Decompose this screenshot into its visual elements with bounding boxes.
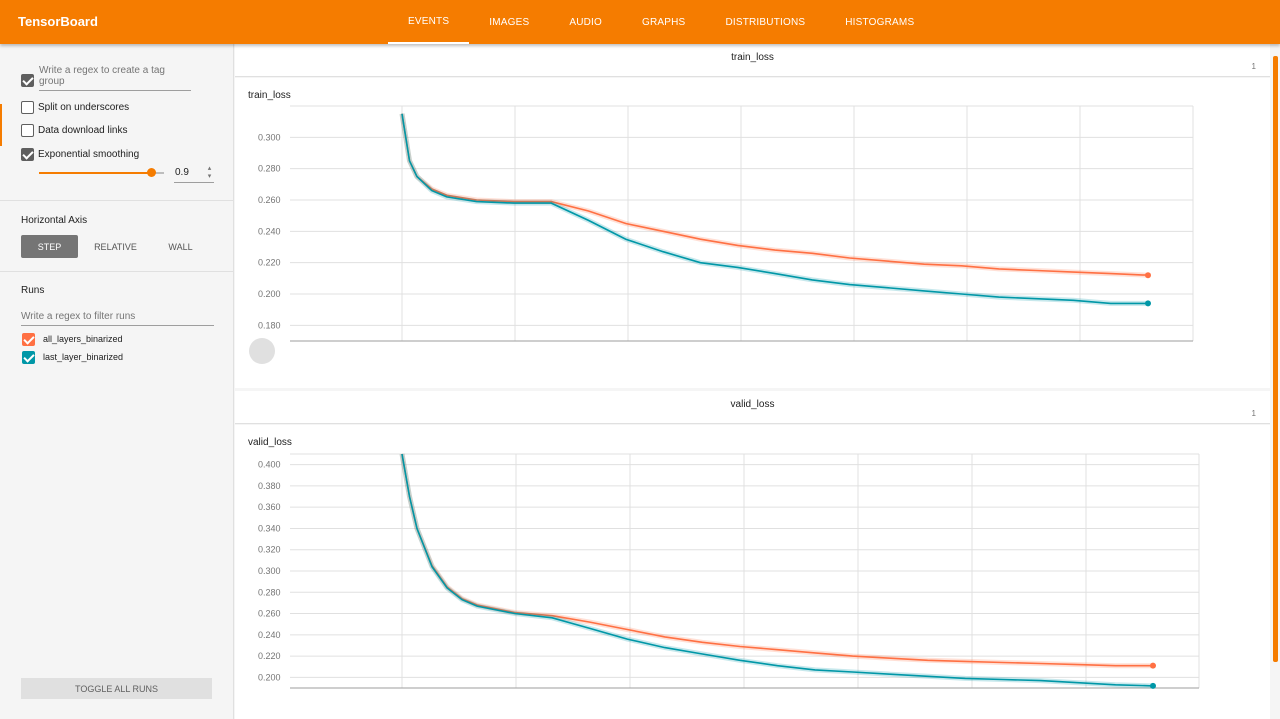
run-label-all-layers: all_layers_binarized [43, 334, 123, 344]
y-tick-label: 0.360 [258, 502, 281, 512]
chart-card-train-loss: train_loss 0.300 0.280 0.260 0.240 0.220 0.20… [235, 78, 1270, 388]
tab-bar: EVENTS IMAGES AUDIO GRAPHS DISTRIBUTIONS… [388, 0, 934, 44]
smoothing-slider-track[interactable] [39, 172, 152, 174]
runs-filter-input[interactable]: Write a regex to filter runs [21, 311, 214, 326]
tag-group-input[interactable]: Write a regex to create a tag group [39, 65, 191, 91]
divider [0, 271, 234, 272]
tab-images[interactable]: IMAGES [489, 16, 530, 28]
y-tick-label: 0.240 [258, 630, 281, 640]
series-end-marker [1150, 682, 1156, 689]
smoothing-spinner-icon[interactable]: ▴ ▾ [207, 165, 212, 180]
smoothing-slider-rest[interactable] [152, 172, 164, 174]
series-raw-band [399, 113, 1149, 278]
run-label-last-layer: last_layer_binarized [43, 352, 124, 362]
tab-distributions[interactable]: DISTRIBUTIONS [725, 16, 806, 28]
chart-title: valid_loss [248, 437, 292, 448]
split-underscores-checkbox[interactable] [21, 101, 34, 114]
y-tick-label: 0.180 [258, 320, 281, 330]
y-tick-label: 0.320 [258, 545, 281, 555]
tab-histograms[interactable]: HISTOGRAMS [845, 16, 915, 28]
axis-relative-button[interactable]: RELATIVE [94, 241, 137, 252]
chart-title: train_loss [248, 90, 291, 101]
data-download-label: Data download links [38, 125, 128, 136]
series-line-last-layer-binarized[interactable] [401, 453, 1154, 687]
run-checkbox-all-layers[interactable] [22, 333, 35, 346]
tag-group-checkbox[interactable] [21, 74, 34, 87]
tab-audio[interactable]: AUDIO [569, 16, 602, 28]
y-tick-label: 0.220 [258, 258, 281, 268]
card-title: train_loss [731, 52, 774, 63]
sidebar-edge-indicator [0, 104, 2, 146]
smoothing-slider-knob[interactable] [147, 168, 156, 177]
chart-card-valid-loss: valid_loss 0.400 0.380 0.360 0.340 0.320 0.30… [235, 425, 1270, 719]
y-tick-label: 0.300 [258, 566, 281, 576]
train-loss-chart[interactable]: 0.300 0.280 0.260 0.240 0.220 0.200 0.180 [235, 78, 1270, 388]
expand-chart-button[interactable] [249, 338, 275, 364]
card-title: valid_loss [730, 399, 775, 410]
y-tick-label: 0.380 [258, 481, 281, 491]
smoothing-value-underline [174, 182, 214, 183]
card-header-valid-loss[interactable]: valid_loss 1 [235, 391, 1270, 424]
series-line-last-layer-binarized[interactable] [401, 113, 1148, 305]
card-count: 1 [1251, 62, 1256, 71]
runs-title: Runs [21, 285, 45, 296]
horizontal-axis-title: Horizontal Axis [21, 215, 88, 226]
series-end-marker [1150, 662, 1156, 669]
series-raw-band [399, 113, 1148, 306]
y-tick-label: 0.400 [258, 460, 281, 470]
scrollbar-thumb[interactable] [1273, 56, 1278, 662]
y-tick-label: 0.300 [258, 132, 281, 142]
run-checkbox-last-layer[interactable] [22, 351, 35, 364]
exp-smoothing-label: Exponential smoothing [38, 149, 140, 160]
series-end-marker [1145, 272, 1151, 279]
y-tick-label: 0.260 [258, 195, 281, 205]
axis-wall-button[interactable]: WALL [168, 241, 193, 252]
split-underscores-label: Split on underscores [38, 102, 130, 113]
smoothing-value-input[interactable]: 0.9 [175, 167, 189, 178]
y-tick-label: 0.220 [258, 651, 281, 661]
exp-smoothing-checkbox[interactable] [21, 148, 34, 161]
y-tick-label: 0.280 [258, 164, 281, 174]
data-download-checkbox[interactable] [21, 124, 34, 137]
app-title: TensorBoard [18, 14, 98, 29]
axis-step-button[interactable]: STEP [21, 235, 78, 258]
card-count: 1 [1251, 409, 1256, 418]
valid-loss-chart[interactable]: 0.400 0.380 0.360 0.340 0.320 0.300 0.280 0.260… [235, 425, 1270, 719]
y-tick-label: 0.240 [258, 226, 281, 236]
series-line-all-layers-binarized[interactable] [401, 113, 1149, 276]
y-tick-label: 0.200 [258, 672, 281, 682]
sidebar: Write a regex to create a tag group Spli… [0, 44, 234, 719]
divider [0, 200, 234, 201]
top-bar: TensorBoard EVENTS IMAGES AUDIO GRAPHS D… [0, 0, 1280, 44]
tab-graphs[interactable]: GRAPHS [642, 16, 686, 28]
toggle-all-runs-button[interactable]: TOGGLE ALL RUNS [21, 678, 212, 699]
y-tick-label: 0.280 [258, 587, 281, 597]
y-tick-label: 0.260 [258, 609, 281, 619]
y-tick-label: 0.200 [258, 289, 281, 299]
series-end-marker [1145, 300, 1151, 307]
y-tick-label: 0.340 [258, 523, 281, 533]
card-header-train-loss[interactable]: train_loss 1 [235, 44, 1270, 77]
tab-events[interactable]: EVENTS [388, 0, 470, 44]
